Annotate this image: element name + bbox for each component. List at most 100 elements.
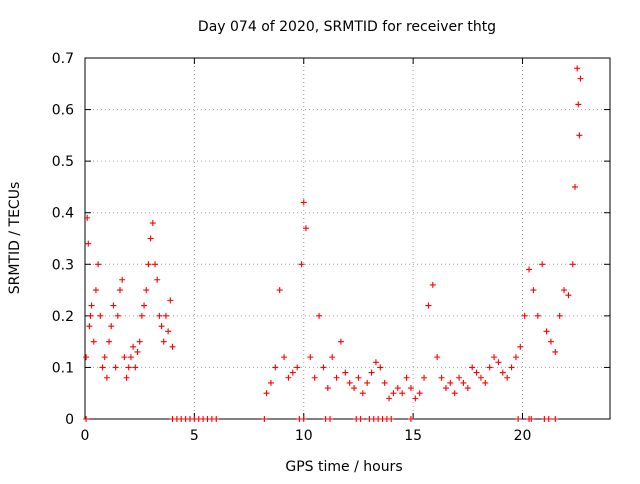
data-point — [565, 292, 572, 299]
data-point — [169, 343, 176, 350]
data-point — [394, 385, 401, 392]
data-point — [364, 379, 371, 386]
data-point — [99, 364, 106, 371]
data-point — [528, 416, 535, 422]
data-point — [83, 416, 90, 422]
data-point — [399, 390, 406, 397]
data-point — [294, 364, 301, 371]
x-tick-label: 10 — [295, 428, 313, 444]
data-point — [556, 312, 563, 319]
data-point — [281, 354, 288, 361]
data-point — [97, 312, 104, 319]
data-point — [456, 374, 463, 381]
data-point — [429, 281, 436, 288]
data-point — [526, 266, 533, 273]
data-point — [261, 416, 268, 422]
data-point — [543, 328, 550, 335]
data-point — [158, 323, 165, 330]
data-point — [88, 302, 95, 309]
data-point — [486, 364, 493, 371]
data-point — [469, 364, 476, 371]
data-point — [451, 390, 458, 397]
x-axis-label: GPS time / hours — [285, 459, 402, 475]
data-point — [504, 374, 511, 381]
data-point — [84, 214, 91, 221]
data-point — [300, 416, 307, 422]
data-point — [121, 354, 128, 361]
data-point — [425, 302, 432, 309]
x-tick-label: 0 — [81, 428, 90, 444]
data-point — [123, 374, 130, 381]
data-point — [134, 348, 141, 355]
data-point — [130, 343, 137, 350]
data-point — [534, 312, 541, 319]
data-point — [386, 395, 393, 402]
data-point — [569, 261, 576, 268]
data-point — [575, 101, 582, 108]
data-point — [329, 354, 336, 361]
y-tick-label: 0.5 — [52, 154, 74, 170]
data-point — [298, 261, 305, 268]
data-point — [460, 379, 467, 386]
data-point — [447, 379, 454, 386]
data-point — [112, 364, 119, 371]
data-point — [87, 312, 94, 319]
data-point — [285, 374, 292, 381]
data-point — [106, 338, 113, 345]
data-point — [552, 416, 559, 422]
data-point — [577, 75, 584, 82]
data-point — [355, 374, 362, 381]
data-point — [482, 379, 489, 386]
y-tick-label: 0.3 — [52, 257, 74, 273]
grid-lines — [85, 58, 610, 419]
data-point — [141, 302, 148, 309]
data-point — [324, 385, 331, 392]
data-point — [263, 390, 270, 397]
y-tick-label: 0 — [65, 412, 74, 428]
data-point — [311, 374, 318, 381]
y-tick-label: 0.2 — [52, 309, 74, 325]
data-point — [515, 416, 522, 422]
data-point — [412, 395, 419, 402]
data-point — [95, 261, 102, 268]
data-point — [143, 287, 150, 294]
data-point — [346, 379, 353, 386]
data-point — [114, 312, 121, 319]
data-point — [167, 297, 174, 304]
data-point — [421, 374, 428, 381]
data-point — [381, 379, 388, 386]
data-point — [547, 338, 554, 345]
data-point — [576, 132, 583, 139]
y-tick-label: 0.1 — [52, 360, 74, 376]
y-axis-label: SRMTID / TECUs — [7, 182, 23, 295]
data-point — [561, 287, 568, 294]
data-point — [127, 354, 134, 361]
data-point — [138, 312, 145, 319]
data-point — [499, 369, 506, 376]
data-point — [337, 338, 344, 345]
data-point — [160, 338, 167, 345]
axis-ticks: 0 5 10 15 20 0 0.1 0.2 0.3 0.4 0.5 0.6 0.7 — [52, 51, 610, 444]
data-point — [276, 287, 283, 294]
data-point — [517, 343, 524, 350]
data-point — [162, 312, 169, 319]
y-tick-label: 0.7 — [52, 51, 74, 67]
data-point — [438, 374, 445, 381]
data-point — [539, 261, 546, 268]
data-point — [302, 225, 309, 232]
data-point — [512, 354, 519, 361]
data-point — [477, 374, 484, 381]
data-point — [86, 323, 93, 330]
data-point — [407, 385, 414, 392]
data-point — [403, 374, 410, 381]
data-point — [416, 390, 423, 397]
plot-frame — [84, 57, 611, 420]
data-point — [149, 220, 156, 227]
data-point — [119, 276, 126, 283]
data-point — [117, 287, 123, 294]
x-tick-label: 5 — [190, 428, 199, 444]
data-point — [434, 354, 441, 361]
data-point — [132, 364, 139, 371]
